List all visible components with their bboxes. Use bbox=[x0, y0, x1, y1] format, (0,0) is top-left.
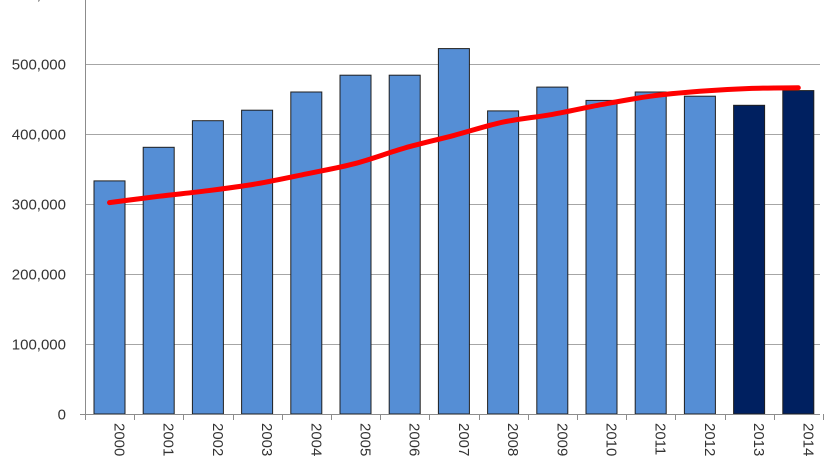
axes bbox=[80, 0, 824, 420]
bar-2011 bbox=[634, 91, 667, 415]
x-axis-tick-labels: 2000 2001 2002 2003 2004 2005 2006 2007 2008 2009… bbox=[111, 423, 817, 456]
bar-2006 bbox=[388, 74, 421, 415]
x-tick-label: 2007 bbox=[455, 423, 472, 456]
bar-2009 bbox=[536, 86, 569, 415]
bar-2005 bbox=[339, 74, 372, 415]
y-axis-tick-labels: 0 100,000 200,000 300,000 400,000 500,000 600,… bbox=[12, 0, 66, 424]
bar-2013 bbox=[733, 104, 766, 415]
x-tick-label: 2008 bbox=[504, 423, 521, 456]
bar-2008 bbox=[487, 110, 520, 415]
y-tick-label: 100,000 bbox=[12, 337, 66, 354]
bar-2002 bbox=[191, 120, 224, 415]
x-tick-label: 2001 bbox=[160, 423, 177, 456]
bar-2012 bbox=[683, 95, 716, 415]
bar-2014 bbox=[782, 90, 815, 415]
x-tick-label: 2006 bbox=[406, 423, 423, 456]
x-tick-label: 2000 bbox=[111, 423, 128, 456]
x-tick-label: 2002 bbox=[209, 423, 226, 456]
x-tick-label: 2003 bbox=[258, 423, 275, 456]
trend-line-series bbox=[107, 85, 801, 206]
y-tick-label: 400,000 bbox=[12, 127, 66, 144]
x-tick-label: 2011 bbox=[652, 423, 669, 455]
x-tick-label: 2014 bbox=[799, 423, 816, 456]
trend-line bbox=[107, 85, 801, 206]
bar-2003 bbox=[241, 109, 274, 415]
bar-series bbox=[93, 48, 815, 415]
y-tick-label: 600,000 bbox=[12, 0, 66, 4]
y-tick-label: 0 bbox=[58, 407, 66, 424]
bar-2000 bbox=[93, 180, 126, 415]
x-tick-label: 2009 bbox=[553, 423, 570, 456]
x-tick-label: 2012 bbox=[701, 423, 718, 456]
bar-2007 bbox=[437, 48, 470, 415]
y-tick-label: 200,000 bbox=[12, 267, 66, 284]
x-tick-label: 2013 bbox=[750, 423, 767, 456]
bar-2004 bbox=[290, 91, 323, 415]
y-tick-label: 500,000 bbox=[12, 57, 66, 74]
x-tick-label: 2005 bbox=[357, 423, 374, 456]
bar-2001 bbox=[142, 146, 175, 415]
x-tick-label: 2004 bbox=[307, 423, 324, 456]
x-tick-label: 2010 bbox=[603, 423, 620, 456]
y-tick-label: 300,000 bbox=[12, 197, 66, 214]
bar-2010 bbox=[585, 99, 618, 415]
